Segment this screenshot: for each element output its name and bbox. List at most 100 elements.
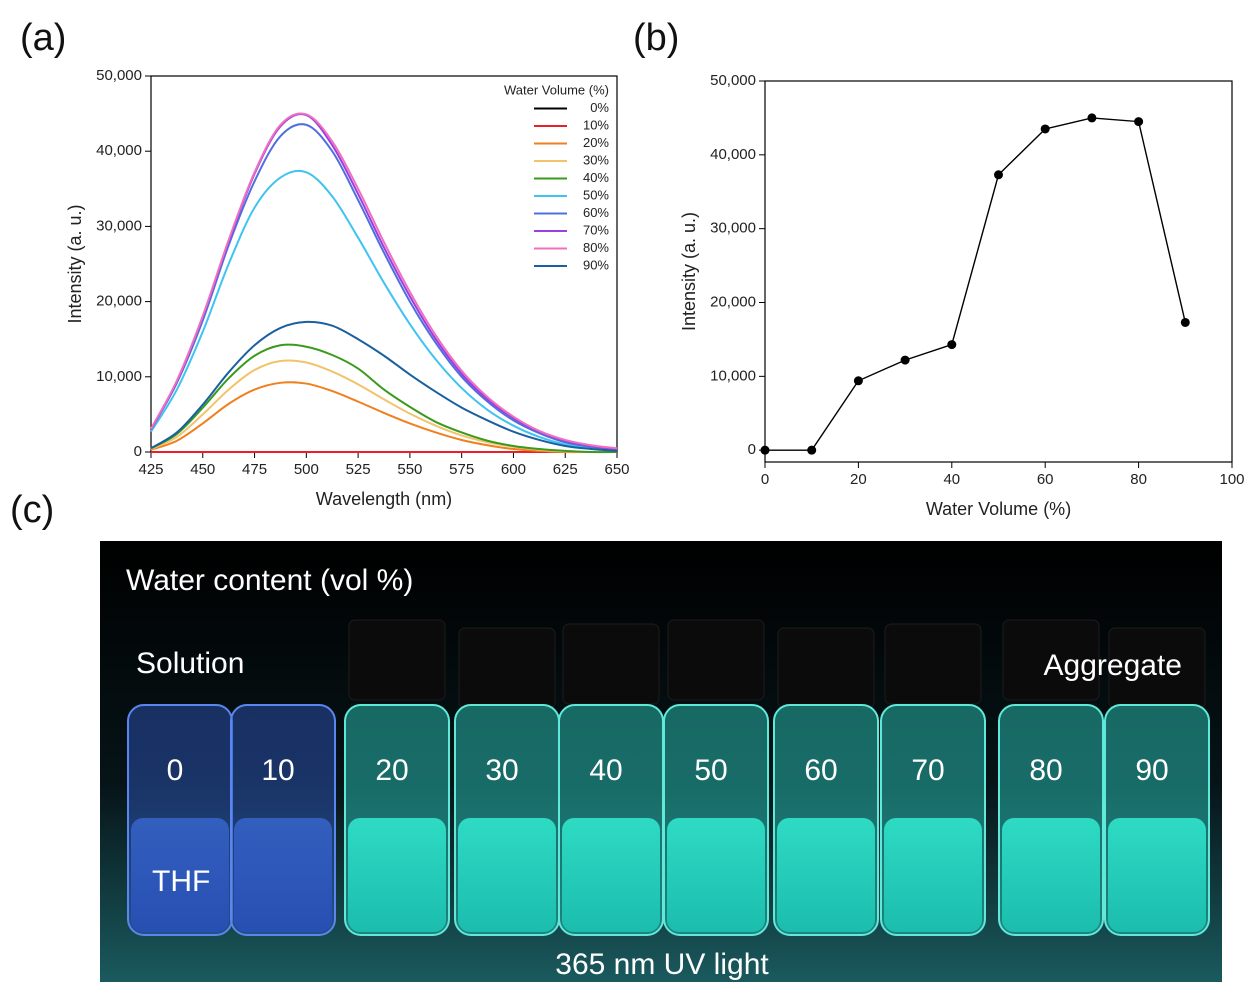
- x-tick-label: 550: [397, 461, 422, 478]
- x-axis-title: Wavelength (nm): [316, 489, 452, 509]
- x-tick-label: 80: [1130, 471, 1147, 488]
- y-tick-label: 0: [134, 443, 142, 460]
- data-point: [900, 355, 910, 365]
- panel-label: (c): [10, 489, 54, 531]
- data-point: [1180, 317, 1190, 327]
- vial-liquid: [348, 818, 446, 932]
- legend-label: 40%: [583, 170, 609, 185]
- vial-liquid: [1108, 818, 1206, 932]
- legend-label: 50%: [583, 187, 609, 202]
- vial-label: 20: [375, 754, 408, 787]
- x-tick-label: 450: [190, 461, 215, 478]
- y-tick-label: 30,000: [96, 217, 142, 234]
- vial-liquid: [131, 818, 229, 932]
- x-tick-label: 0: [761, 471, 769, 488]
- vial-liquid: [777, 818, 875, 932]
- y-tick-label: 10,000: [96, 368, 142, 385]
- vial-cap: [458, 627, 556, 709]
- data-point: [994, 170, 1003, 180]
- data-point: [1087, 113, 1097, 123]
- series-line: [150, 169, 618, 452]
- vial-cap: [562, 623, 660, 705]
- x-tick-label: 650: [604, 461, 629, 478]
- legend-label: 90%: [583, 257, 609, 272]
- vial: 40: [558, 623, 664, 936]
- vial-label: 90: [1135, 754, 1168, 787]
- y-tick-label: 40,000: [96, 142, 142, 159]
- vial-cap: [1002, 619, 1100, 701]
- y-tick-label: 50,000: [710, 72, 756, 89]
- vial-label: 40: [589, 754, 622, 787]
- plot-frame: [764, 80, 1233, 463]
- x-tick-label: 525: [346, 461, 371, 478]
- x-tick-label: 625: [553, 461, 578, 478]
- legend-label: 60%: [583, 205, 609, 220]
- vial-label: 0: [167, 754, 184, 787]
- photo-title: Water content (vol %): [126, 564, 413, 597]
- solvent-label: THF: [152, 865, 210, 898]
- vial: 0: [127, 704, 233, 936]
- series-line: [150, 112, 618, 450]
- legend-title: Water Volume (%): [504, 82, 609, 97]
- y-tick-label: 20,000: [710, 293, 756, 310]
- vial: 70: [880, 623, 986, 936]
- vial-liquid: [884, 818, 982, 932]
- vial: 60: [773, 627, 879, 936]
- x-tick-label: 475: [242, 461, 267, 478]
- vial-liquid: [667, 818, 765, 932]
- data-point: [1134, 117, 1144, 127]
- vial-cap: [667, 619, 765, 701]
- vial: 10: [230, 704, 336, 936]
- series-line: [150, 123, 618, 451]
- y-tick-label: 0: [748, 441, 756, 458]
- vial-cap: [884, 623, 982, 705]
- vial: 50: [663, 619, 769, 936]
- panel-label: (a): [20, 17, 66, 59]
- vial-liquid: [234, 818, 332, 932]
- legend-label: 80%: [583, 240, 609, 255]
- legend-label: 10%: [583, 117, 609, 132]
- vial: 30: [454, 627, 560, 936]
- legend-label: 0%: [590, 100, 609, 115]
- series-line: [150, 343, 618, 454]
- x-tick-label: 500: [294, 461, 319, 478]
- data-point: [807, 445, 817, 455]
- aggregate-label: Aggregate: [1044, 649, 1182, 682]
- vial-label: 70: [911, 754, 944, 787]
- y-tick-label: 20,000: [96, 293, 142, 310]
- series-line: [150, 381, 617, 454]
- vial-label: 80: [1029, 754, 1062, 787]
- series-line: [765, 117, 1186, 451]
- y-axis-title: Intensity (a. u.): [65, 204, 85, 323]
- series-line: [150, 320, 618, 452]
- vial-cap: [348, 619, 446, 701]
- vial-liquid: [562, 818, 660, 932]
- data-point: [947, 340, 957, 350]
- vial-label: 30: [485, 754, 518, 787]
- panel-label: (b): [633, 17, 679, 59]
- y-tick-label: 40,000: [710, 146, 756, 163]
- vial-cap: [777, 627, 875, 709]
- x-tick-label: 60: [1037, 471, 1054, 488]
- vial: 90: [1104, 627, 1210, 936]
- solution-label: Solution: [136, 647, 244, 680]
- y-axis-title: Intensity (a. u.): [679, 212, 699, 331]
- x-tick-label: 100: [1219, 471, 1244, 488]
- data-point: [760, 445, 770, 455]
- y-tick-label: 10,000: [710, 367, 756, 384]
- x-tick-label: 425: [138, 461, 163, 478]
- y-tick-label: 50,000: [96, 67, 142, 84]
- data-point: [853, 376, 863, 386]
- series-line: [150, 359, 618, 454]
- data-point: [1040, 124, 1050, 134]
- vial-liquid: [1002, 818, 1100, 932]
- vial-label: 50: [694, 754, 727, 787]
- y-tick-label: 30,000: [710, 220, 756, 237]
- vial: 80: [998, 619, 1104, 936]
- vial-label: 60: [804, 754, 837, 787]
- x-tick-label: 40: [943, 471, 960, 488]
- vial: 20: [344, 619, 450, 936]
- legend-label: 70%: [583, 222, 609, 237]
- x-tick-label: 20: [850, 471, 867, 488]
